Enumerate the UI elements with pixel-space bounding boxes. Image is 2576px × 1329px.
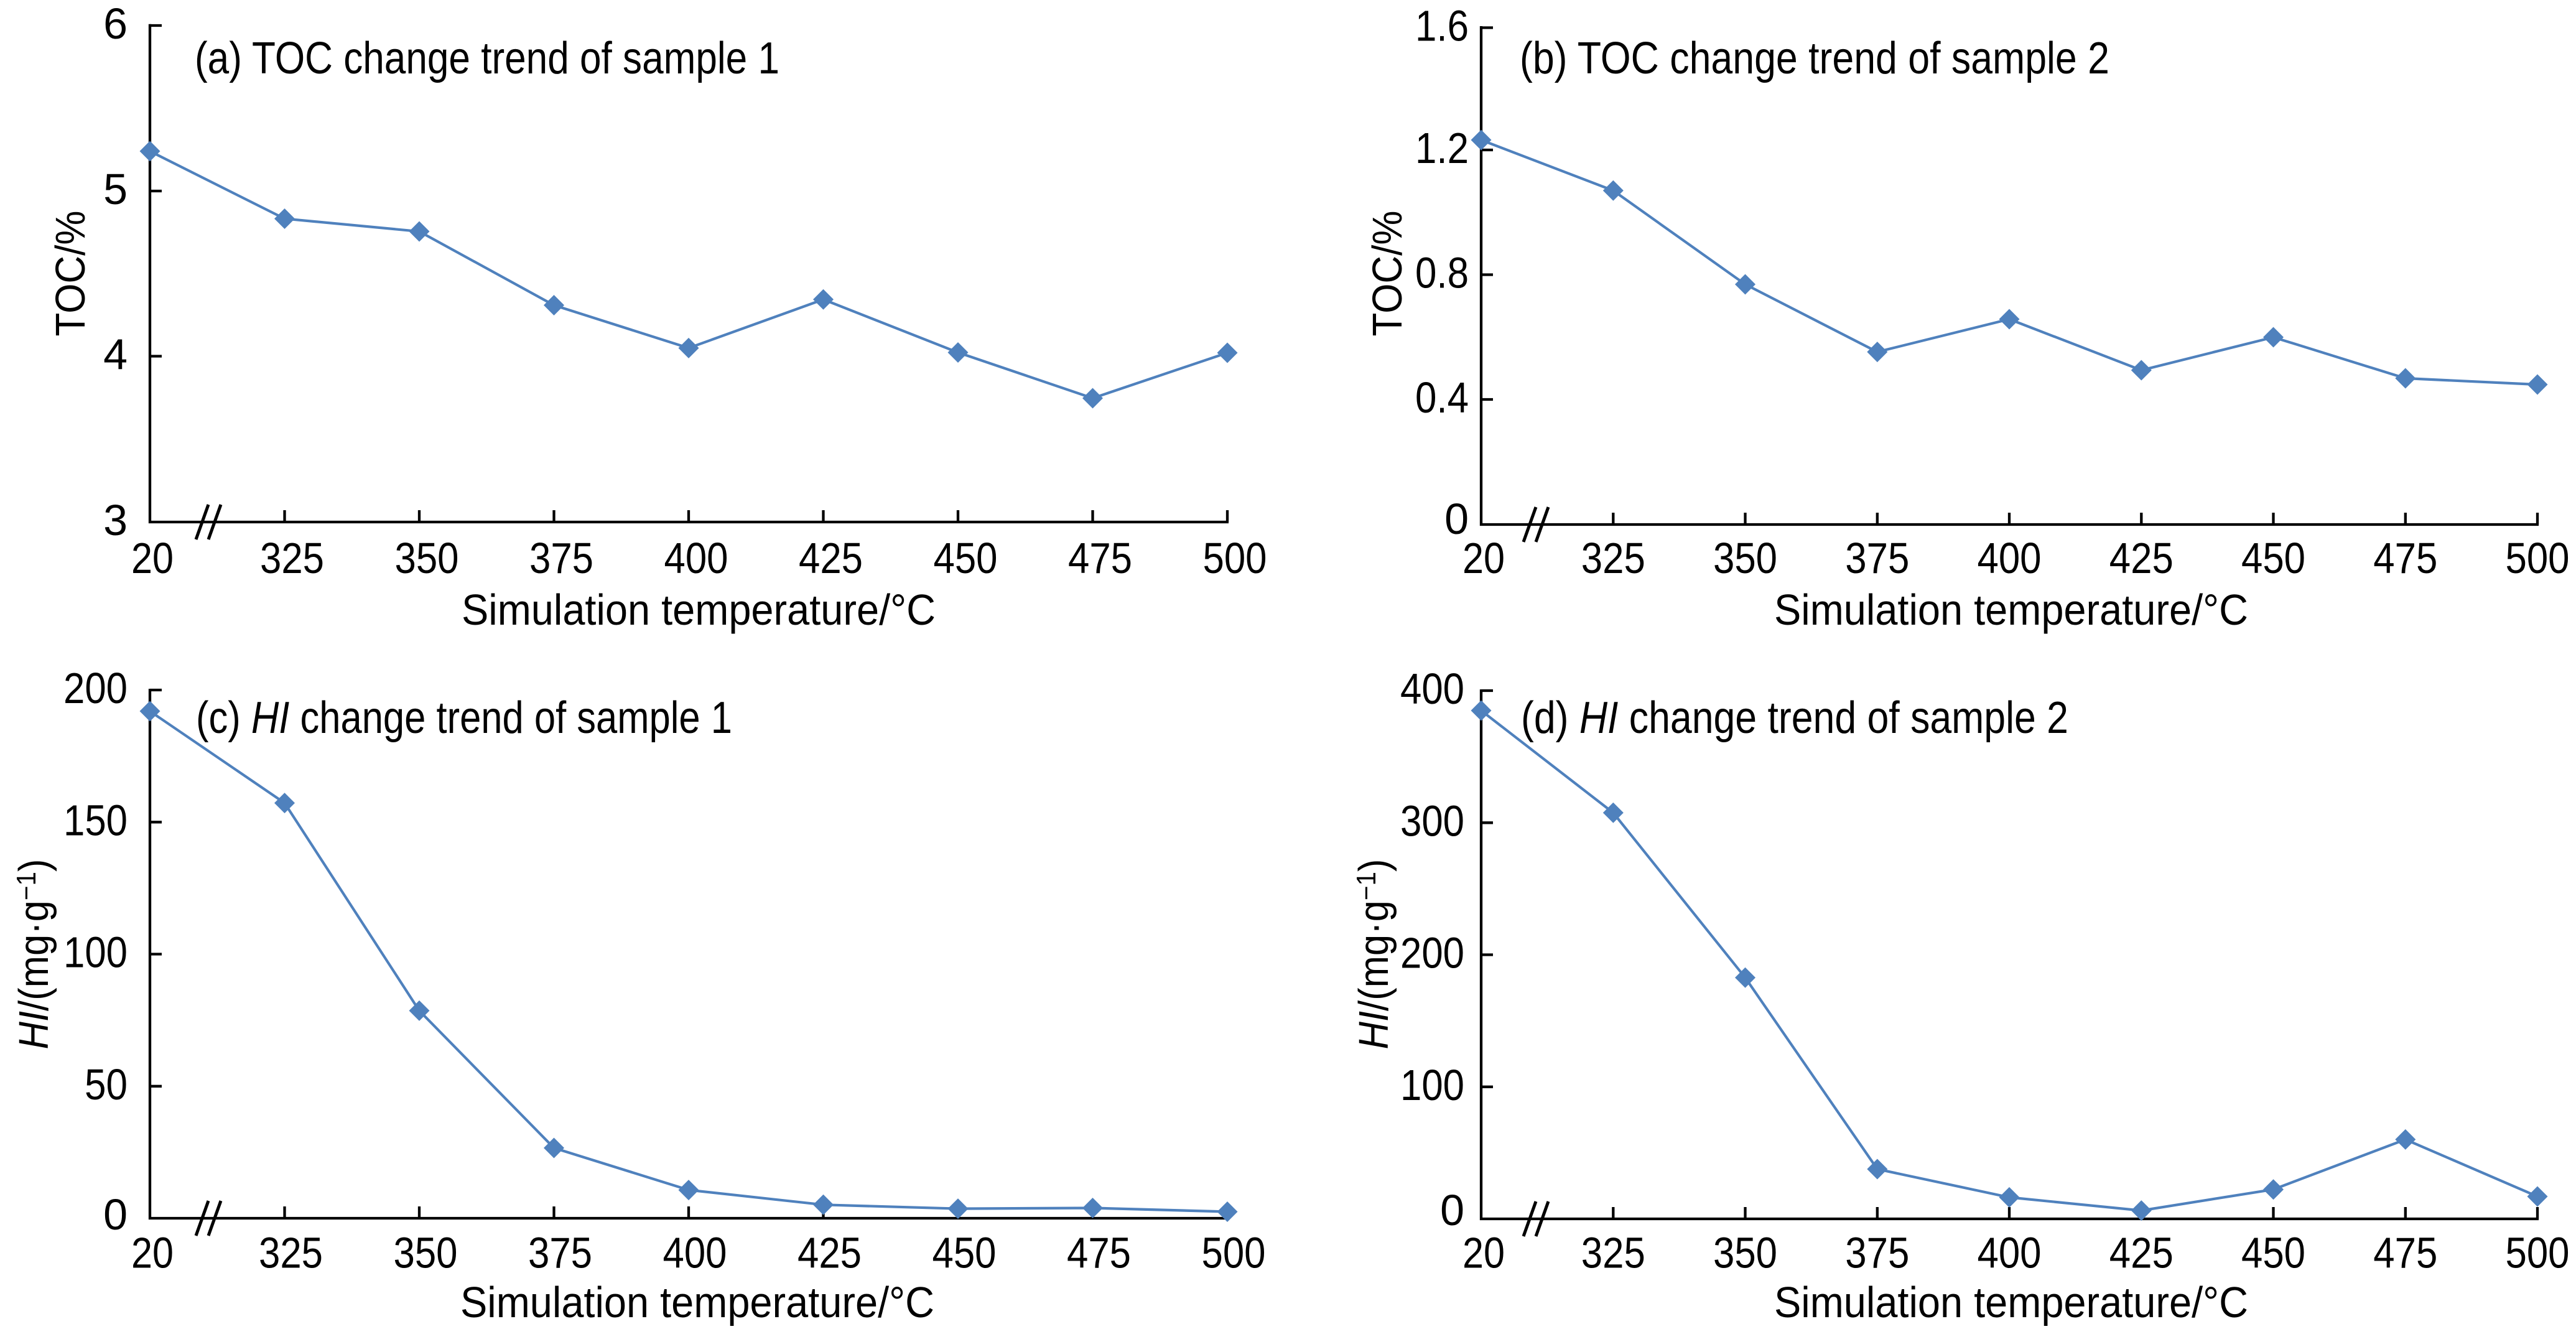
svg-text:Simulation temperature/°C: Simulation temperature/°C [1774, 585, 2248, 634]
svg-text:450: 450 [934, 534, 998, 582]
svg-text:TOC/%: TOC/% [47, 211, 94, 337]
svg-text:200: 200 [1400, 929, 1464, 977]
svg-text:400: 400 [663, 1229, 727, 1277]
svg-text:450: 450 [932, 1229, 997, 1277]
svg-text:400: 400 [664, 534, 728, 582]
svg-text:350: 350 [395, 534, 459, 582]
svg-text:325: 325 [1581, 534, 1645, 582]
svg-text:425: 425 [797, 1229, 862, 1277]
svg-text:(d) HI change trend of sample: (d) HI change trend of sample 2 [1521, 693, 2068, 743]
svg-text:150: 150 [63, 796, 128, 844]
svg-text:500: 500 [1203, 534, 1267, 582]
svg-text:500: 500 [1202, 1229, 1266, 1277]
svg-text:400: 400 [1400, 664, 1464, 713]
svg-text:375: 375 [529, 534, 593, 582]
svg-text:450: 450 [2241, 534, 2305, 582]
svg-text:475: 475 [2373, 1229, 2437, 1277]
svg-text:3: 3 [103, 496, 128, 544]
svg-text:350: 350 [394, 1229, 458, 1277]
svg-text:425: 425 [2109, 1229, 2174, 1277]
svg-text:Simulation temperature/°C: Simulation temperature/°C [1774, 1278, 2248, 1326]
svg-text:325: 325 [1581, 1229, 1645, 1277]
svg-text:TOC/%: TOC/% [1364, 211, 1411, 337]
svg-text:450: 450 [2241, 1229, 2305, 1277]
svg-text:1.6: 1.6 [1415, 2, 1469, 50]
svg-text:0: 0 [1440, 1186, 1464, 1234]
svg-text:100: 100 [1400, 1061, 1464, 1109]
svg-text:350: 350 [1713, 1229, 1777, 1277]
svg-text:375: 375 [1845, 534, 1909, 582]
svg-text:0: 0 [103, 1190, 128, 1239]
svg-text:5: 5 [103, 165, 128, 213]
svg-text:20: 20 [1462, 534, 1505, 582]
svg-text:0.8: 0.8 [1415, 249, 1469, 297]
svg-text:400: 400 [1978, 1229, 2042, 1277]
svg-text:Simulation temperature/°C: Simulation temperature/°C [462, 585, 936, 634]
svg-text:HI/(mg·g−1): HI/(mg·g−1) [1351, 859, 1397, 1050]
svg-text:HI/(mg·g−1): HI/(mg·g−1) [11, 859, 57, 1050]
svg-text:20: 20 [131, 534, 174, 582]
svg-text:475: 475 [2373, 534, 2437, 582]
svg-text:20: 20 [131, 1229, 174, 1277]
svg-text:325: 325 [260, 534, 324, 582]
svg-text:350: 350 [1713, 534, 1777, 582]
svg-text:475: 475 [1067, 1229, 1131, 1277]
svg-text:20: 20 [1462, 1229, 1505, 1277]
svg-text:6: 6 [103, 0, 128, 48]
svg-text:(b) TOC change trend of sample: (b) TOC change trend of sample 2 [1520, 34, 2109, 83]
svg-text:0: 0 [1444, 495, 1469, 543]
svg-text:425: 425 [799, 534, 863, 582]
svg-text:0.4: 0.4 [1415, 373, 1469, 422]
svg-text:200: 200 [63, 664, 128, 712]
svg-text:Simulation temperature/°C: Simulation temperature/°C [460, 1278, 934, 1326]
svg-text:300: 300 [1400, 796, 1464, 845]
svg-text:375: 375 [528, 1229, 592, 1277]
svg-text:4: 4 [103, 330, 128, 379]
svg-text:500: 500 [2506, 534, 2570, 582]
svg-text:1.2: 1.2 [1415, 124, 1469, 172]
svg-text:(a) TOC change trend of sample: (a) TOC change trend of sample 1 [195, 34, 779, 83]
svg-text:(c) HI change trend of sample: (c) HI change trend of sample 1 [196, 693, 732, 743]
svg-text:500: 500 [2506, 1229, 2570, 1277]
svg-text:375: 375 [1845, 1229, 1909, 1277]
svg-text:100: 100 [63, 928, 128, 977]
svg-text:475: 475 [1068, 534, 1132, 582]
svg-text:50: 50 [85, 1060, 128, 1109]
svg-text:400: 400 [1978, 534, 2042, 582]
svg-text:325: 325 [259, 1229, 323, 1277]
svg-text:425: 425 [2109, 534, 2174, 582]
